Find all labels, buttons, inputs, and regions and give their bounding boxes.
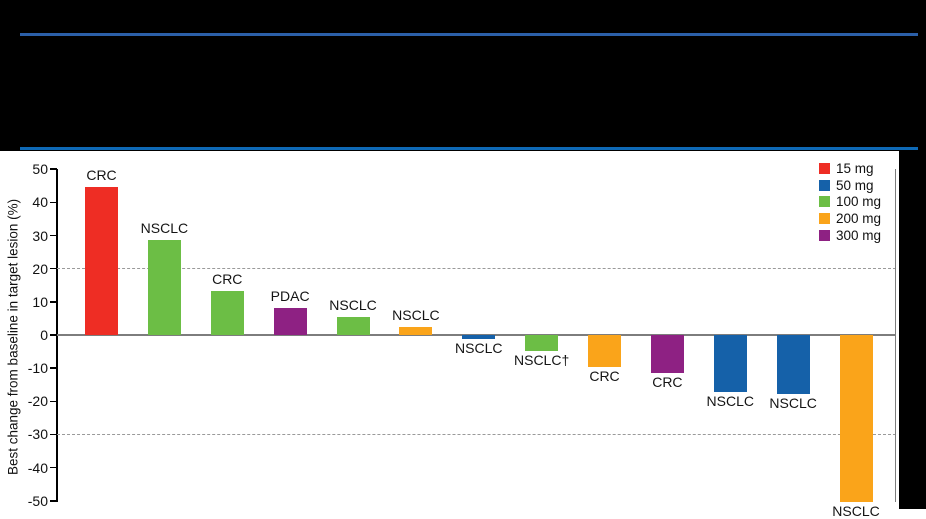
legend-swatch-icon: [819, 162, 830, 174]
bar-1-crc: [85, 187, 118, 335]
bar-11-nsclc: [713, 335, 747, 392]
legend-item-50-mg: 50 mg: [819, 177, 881, 194]
header-rule-bottom: [20, 147, 918, 150]
bar-5-nsclc: [336, 317, 370, 335]
bar-6-nsclc: [399, 327, 433, 335]
y-axis-tick-label: 30: [32, 227, 48, 244]
bar-9-crc: [588, 335, 621, 367]
y-axis-tick: [50, 367, 57, 369]
y-axis-tick: [50, 334, 57, 336]
reference-line-20: [57, 267, 896, 269]
y-axis-tick-label: 20: [32, 260, 48, 277]
reference-line--30: [57, 433, 896, 435]
legend-label: 50 mg: [836, 177, 874, 193]
legend-item-15-mg: 15 mg: [819, 160, 881, 177]
y-axis-tick: [50, 433, 57, 436]
bar-8-nsclc: [525, 335, 559, 351]
bar-label: NSCLC: [329, 297, 377, 314]
panel-corner-patch: [899, 509, 926, 519]
bar-7-nsclc: [462, 335, 496, 339]
y-axis-tick: [50, 301, 57, 303]
plot-right-spine: [894, 169, 896, 502]
bar-label: NSCLC: [392, 307, 440, 324]
legend-swatch-icon: [819, 179, 830, 191]
bar-label: NSCLC: [706, 392, 754, 409]
y-axis-tick: [50, 267, 57, 270]
y-axis-tick: [50, 201, 57, 204]
legend-swatch-icon: [819, 229, 830, 241]
legend-label: 100 mg: [836, 194, 882, 210]
y-axis-tick-label: -20: [27, 393, 48, 410]
y-axis-tick-label: -30: [27, 426, 48, 443]
legend-label: 300 mg: [836, 227, 882, 243]
y-axis-tick: [50, 466, 57, 469]
waterfall-chart-panel: Best change from baseline in target lesi…: [0, 151, 899, 519]
y-axis-tick-label: -50: [27, 492, 48, 509]
bar-label: NSCLC: [455, 339, 503, 356]
bar-12-nsclc: [776, 335, 810, 395]
y-axis-tick: [50, 500, 57, 502]
legend-item-300-mg: 300 mg: [819, 227, 881, 244]
y-axis-tick-label: 40: [32, 194, 48, 211]
y-axis-tick-label: 10: [32, 293, 48, 310]
bar-label: CRC: [212, 271, 243, 288]
bar-label: PDAC: [270, 288, 310, 305]
bar-10-crc: [650, 335, 684, 374]
bar-label: NSCLC: [140, 220, 189, 237]
y-axis-tick-label: -40: [27, 459, 48, 476]
y-axis-tick-label: 0: [40, 327, 48, 343]
legend-item-100-mg: 100 mg: [819, 193, 881, 210]
bar-2-nsclc: [147, 240, 181, 335]
bar-label: NSCLC: [769, 395, 817, 412]
legend-swatch-icon: [819, 196, 830, 208]
y-axis-tick-label: 50: [32, 161, 48, 178]
legend-swatch-icon: [819, 212, 830, 224]
y-axis-tick: [50, 168, 57, 170]
bar-label: NSCLC: [832, 503, 880, 519]
bar-4-pdac: [273, 308, 307, 335]
legend: 15 mg 50 mg 100 mg 200 mg 300 mg: [819, 160, 881, 243]
bar-label: NSCLC†: [514, 351, 570, 368]
y-axis-tick: [50, 400, 57, 403]
bar-13-nsclc: [839, 335, 873, 503]
legend-item-200-mg: 200 mg: [819, 210, 881, 227]
y-axis-tick-label: -10: [27, 360, 48, 377]
y-axis-tick: [50, 234, 57, 237]
bar-label: CRC: [589, 367, 620, 384]
header-rule-top: [20, 33, 918, 36]
bar-label: CRC: [86, 167, 117, 184]
legend-label: 15 mg: [836, 160, 874, 176]
legend-label: 200 mg: [836, 210, 882, 226]
bar-label: CRC: [652, 374, 683, 391]
bar-3-crc: [210, 291, 244, 335]
